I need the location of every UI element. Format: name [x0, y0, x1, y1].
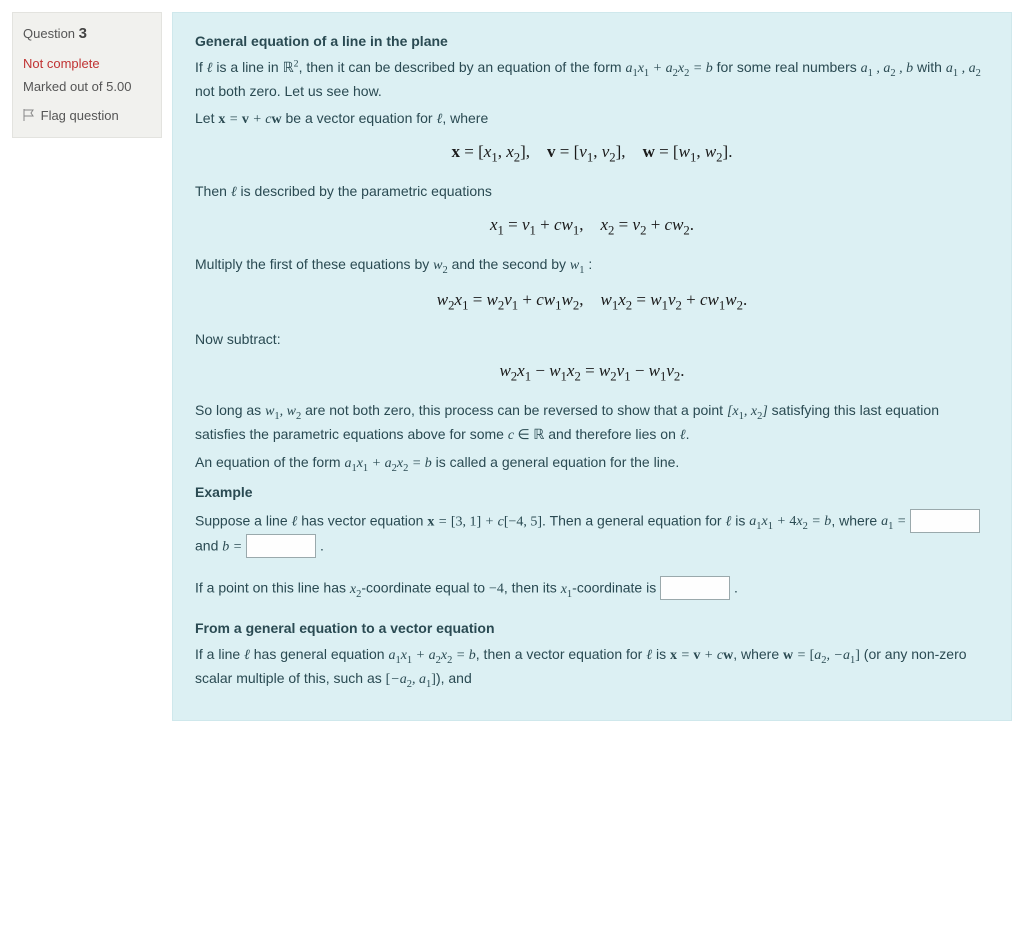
x1-input[interactable] [660, 576, 730, 600]
equation-parametric: x1 = v1 + cw1, x2 = v2 + cw2. [195, 213, 989, 240]
paragraph-solong: So long as w1, w2 are not both zero, thi… [195, 400, 989, 446]
equation-xvw: x = [x1, x2], v = [v1, v2], w = [w1, w2]… [195, 140, 989, 167]
flag-question-link[interactable]: Flag question [23, 108, 151, 123]
question-number: Question 3 [23, 25, 151, 42]
flag-icon [23, 109, 35, 121]
paragraph-from: If a line ℓ has general equation a1x1 + … [195, 644, 989, 692]
b-input[interactable] [246, 534, 316, 558]
question-label-text: Question [23, 26, 75, 41]
paragraph-example: Suppose a line ℓ has vector equation x =… [195, 509, 989, 559]
question-status: Not complete [23, 56, 151, 71]
paragraph-intro: If ℓ is a line in ℝ2, then it can be des… [195, 57, 989, 101]
section-heading-from: From a general equation to a vector equa… [195, 618, 989, 638]
marked-label: Marked out of [23, 79, 103, 94]
paragraph-multiply: Multiply the first of these equations by… [195, 254, 989, 278]
equation-multiplied: w2x1 = w2v1 + cw1w2, w1x2 = w1v2 + cw1w2… [195, 288, 989, 315]
paragraph-point: If a point on this line has x2-coordinat… [195, 576, 989, 602]
paragraph-subtract: Now subtract: [195, 329, 989, 349]
a1-input[interactable] [910, 509, 980, 533]
paragraph-let: Let x = v + cw be a vector equation for … [195, 108, 989, 130]
question-marked: Marked out of 5.00 [23, 79, 151, 94]
question-sidebar: Question 3 Not complete Marked out of 5.… [12, 12, 162, 138]
question-number-value: 3 [79, 25, 87, 42]
flag-label: Flag question [41, 108, 119, 123]
page: Question 3 Not complete Marked out of 5.… [12, 12, 1012, 721]
equation-subtracted: w2x1 − w1x2 = w2v1 − w1v2. [195, 359, 989, 386]
section-heading-example: Example [195, 482, 989, 502]
marked-value: 5.00 [106, 79, 131, 94]
section-heading-general: General equation of a line in the plane [195, 31, 989, 51]
question-content: General equation of a line in the plane … [172, 12, 1012, 721]
paragraph-general-eq: An equation of the form a1x1 + a2x2 = b … [195, 452, 989, 476]
paragraph-then: Then ℓ is described by the parametric eq… [195, 181, 989, 203]
